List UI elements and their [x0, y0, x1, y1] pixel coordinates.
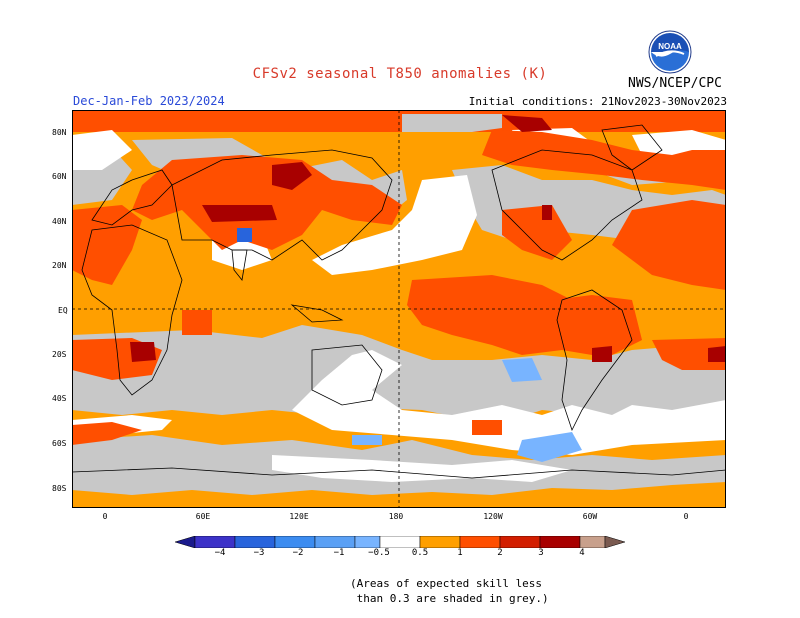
lat-label: 60S — [52, 439, 67, 448]
lat-label: EQ — [58, 306, 68, 315]
svg-text:NOAA: NOAA — [658, 42, 682, 51]
colorbar-label: 1 — [457, 548, 463, 558]
map-grid — [72, 110, 726, 508]
colorbar-label: −0.5 — [368, 548, 390, 558]
lat-label: 20S — [52, 350, 67, 359]
lon-label: 180 — [388, 512, 404, 521]
map-title: CFSv2 seasonal T850 anomalies (K) — [252, 66, 548, 82]
lon-label: 0 — [683, 512, 689, 521]
lon-label: 60E — [195, 512, 211, 521]
skill-note-line2: than 0.3 are shaded in grey.) — [350, 592, 549, 605]
lat-label: 20N — [52, 261, 67, 270]
anomaly-light-blue — [237, 228, 582, 462]
lon-label: 120W — [483, 512, 503, 521]
initial-conditions: Initial conditions: 21Nov2023-30Nov2023 — [468, 95, 727, 108]
colorbar-swatch — [579, 536, 606, 548]
colorbar-swatch — [379, 536, 421, 548]
lon-label: 120E — [289, 512, 309, 521]
colorbar-swatch — [354, 536, 381, 548]
colorbar-arrow-right — [604, 536, 625, 548]
colorbar-label: −3 — [253, 548, 265, 558]
anomaly-map — [72, 110, 726, 508]
lat-label: 80N — [52, 128, 67, 137]
colorbar-arrow-left — [175, 536, 196, 548]
lat-label: 40N — [52, 217, 67, 226]
colorbar-swatch — [194, 536, 236, 548]
colorbar-label: −4 — [214, 548, 226, 558]
colorbar-swatch — [539, 536, 581, 548]
colorbar-swatch — [234, 536, 276, 548]
color-scale-bar — [175, 536, 625, 548]
lat-label: 80S — [52, 484, 67, 493]
colorbar-swatch — [419, 536, 461, 548]
colorbar-label: −1 — [333, 548, 345, 558]
lon-label: 0 — [102, 512, 108, 521]
skill-note: (Areas of expected skill less than 0.3 a… — [350, 576, 549, 606]
agency-label: NWS/NCEP/CPC — [628, 76, 722, 91]
coastlines — [72, 124, 726, 479]
colorbar-swatch — [314, 536, 356, 548]
lat-label: 60N — [52, 172, 67, 181]
lat-label: 40S — [52, 394, 67, 403]
skill-note-line1: (Areas of expected skill less — [350, 577, 543, 590]
colorbar-label: −2 — [292, 548, 304, 558]
anomaly-dark-red — [130, 115, 726, 362]
anomaly-arctic-red — [72, 110, 726, 132]
noaa-logo: NOAA — [648, 30, 692, 74]
colorbar-label: 4 — [579, 548, 585, 558]
colorbar-label: 2 — [497, 548, 503, 558]
colorbar-swatch — [459, 536, 501, 548]
colorbar-swatch — [274, 536, 316, 548]
season-label: Dec-Jan-Feb 2023/2024 — [73, 94, 225, 108]
colorbar-label: 0.5 — [411, 548, 429, 558]
colorbar-swatch — [499, 536, 541, 548]
colorbar-label: 3 — [538, 548, 544, 558]
lon-label: 60W — [582, 512, 598, 521]
